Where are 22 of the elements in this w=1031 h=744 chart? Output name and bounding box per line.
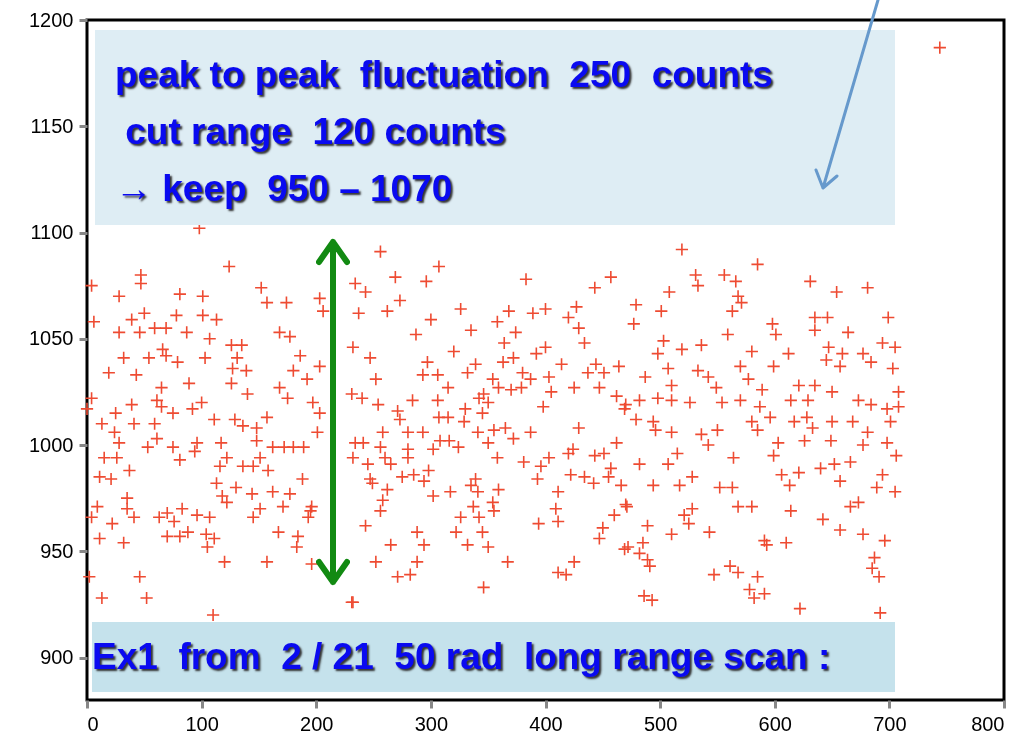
y-tick-label: 1100 <box>30 221 74 243</box>
text-box: peak to peak fluctuation 250 counts cut range 120 counts → keep 950 – 1070 <box>95 30 895 225</box>
x-tick-label: 200 <box>300 712 334 735</box>
y-tick-label: 950 <box>40 539 74 562</box>
x-tick-label: 100 <box>185 712 219 735</box>
x-tick-label: 800 <box>971 712 1005 735</box>
annotation: cut range 120 counts <box>124 110 507 154</box>
y-tick-label: 1150 <box>30 114 74 137</box>
annotation: → keep 950 – 1070 <box>115 167 454 211</box>
x-tick-label: 600 <box>758 712 792 735</box>
y-tick-label: 1000 <box>29 433 74 456</box>
annotation: peak to peak fluctuation 250 counts <box>115 53 774 97</box>
x-tick-label: 300 <box>414 712 449 735</box>
x-tick-label: 0 <box>87 712 99 735</box>
x-tick-label: 400 <box>529 712 563 735</box>
x-tick-label: 500 <box>643 712 678 735</box>
y-tick-label: 1050 <box>29 327 74 350</box>
text-box: Ex1 from 2 / 21 50 rad long range scan : <box>92 622 895 692</box>
x-tick-label: 700 <box>873 712 907 735</box>
annotation: Ex1 from 2 / 21 50 rad long range scan : <box>92 635 832 679</box>
y-tick-label: 1200 <box>29 8 74 31</box>
y-tick-label: 900 <box>40 646 74 668</box>
